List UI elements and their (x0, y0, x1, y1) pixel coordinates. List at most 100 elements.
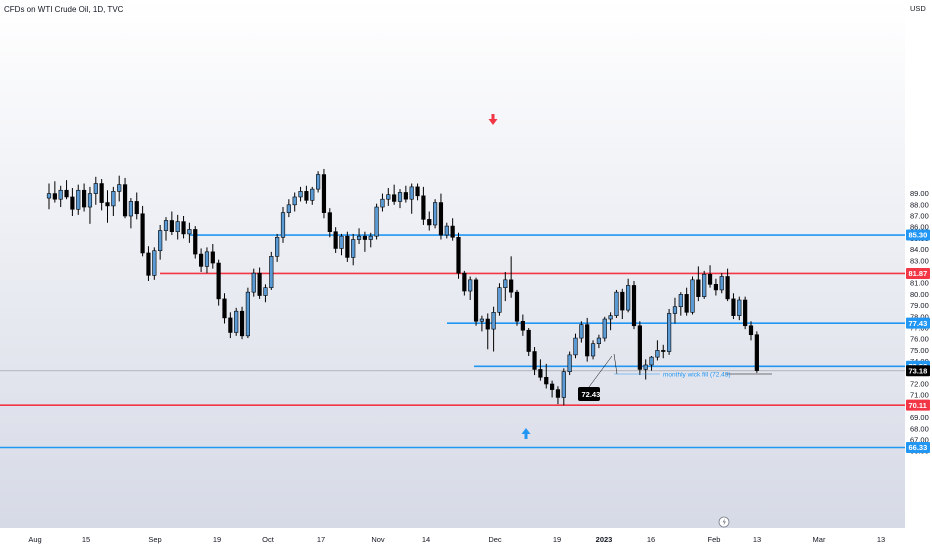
candle-body-up (643, 364, 648, 370)
candle-body-down (257, 272, 262, 296)
candle (87, 186, 93, 224)
candle-body-down (52, 193, 57, 200)
candle-body-up (111, 191, 116, 207)
candle (368, 232, 373, 248)
candle (479, 315, 485, 332)
candle (649, 356, 654, 371)
candle (140, 205, 145, 257)
price-axis[interactable]: 66.0067.0068.0069.0070.0071.0072.0073.00… (906, 189, 930, 456)
candle (690, 276, 695, 315)
candle-body-down (520, 320, 525, 331)
candle-body-up (374, 206, 379, 237)
candle (245, 287, 251, 339)
candle (339, 233, 344, 256)
candle (555, 386, 561, 405)
price-level-badge[interactable] (906, 229, 930, 241)
candle (122, 177, 128, 219)
price-level-badge-label: 70.11 (909, 401, 927, 410)
price-tick-label: 69.00 (910, 413, 929, 422)
candle-body-down (631, 285, 637, 327)
candle (620, 288, 625, 320)
time-axis-background (0, 528, 905, 550)
candle (450, 218, 455, 241)
candle-body-down (743, 299, 748, 327)
candle-body-down (544, 376, 549, 385)
candle-body-up (158, 230, 163, 252)
candle (315, 171, 321, 193)
candle (280, 207, 286, 243)
time-tick-label: 14 (422, 535, 430, 544)
candle-body-down (661, 350, 666, 352)
candle-body-up (117, 184, 122, 192)
price-tag-label: 72.43 (582, 390, 601, 399)
candle (520, 314, 525, 336)
candle (725, 268, 730, 302)
candle-body-up (666, 313, 672, 352)
candle-body-up (626, 285, 631, 311)
candle-body-down (532, 351, 537, 370)
candle (356, 228, 362, 244)
candle-body-down (169, 220, 174, 232)
candle (415, 183, 420, 201)
candle-body-down (403, 192, 408, 200)
candle-body-down (555, 389, 561, 398)
price-level-badge[interactable] (906, 442, 930, 454)
candle-body-down (64, 189, 69, 198)
candle-body-down (122, 184, 128, 217)
candle (538, 359, 543, 381)
candle (702, 270, 707, 299)
chart-background (0, 0, 905, 528)
candle (146, 246, 151, 281)
time-tick-label: 16 (647, 535, 655, 544)
time-tick-label: Mar (813, 535, 826, 544)
time-tick-label: Feb (708, 535, 721, 544)
candle (626, 278, 631, 313)
candle-body-down (134, 201, 139, 215)
candle-body-up (655, 350, 660, 358)
candle-body-up (503, 279, 508, 288)
up-arrow-icon (521, 428, 531, 439)
candle (304, 185, 309, 204)
candle (70, 188, 75, 216)
candle-body-up (479, 318, 485, 322)
candle-body-down (228, 317, 233, 333)
candle (263, 284, 268, 303)
price-tick-label: 71.00 (910, 391, 929, 400)
price-tick-label: 89.00 (910, 189, 929, 198)
candle (111, 186, 116, 216)
candle (392, 184, 397, 205)
candle-body-down (438, 202, 444, 236)
price-level-badge[interactable] (906, 317, 930, 329)
time-tick-label: 13 (877, 535, 885, 544)
candle-body-up (152, 250, 157, 276)
price-level-badge[interactable] (906, 399, 930, 411)
candle-body-down (321, 174, 327, 213)
wick-fill-label: monthly wick fill (72.43) (663, 372, 731, 379)
candle (427, 211, 432, 231)
candle-body-up (163, 220, 169, 231)
price-level-badge[interactable] (906, 267, 930, 279)
price-level-badge-label: 77.43 (909, 319, 928, 328)
candle-body-up (432, 202, 438, 226)
annotations: monthly wick fill (72.43) 72.43 (488, 114, 772, 528)
candle-body-down (105, 202, 110, 207)
candle (655, 340, 660, 361)
candle (737, 296, 742, 321)
candle-body-down (421, 195, 426, 220)
price-tick-label: 78.00 (910, 312, 929, 321)
candle (228, 312, 233, 339)
candle-body-down (707, 273, 713, 285)
candle (181, 216, 186, 239)
candle (251, 268, 256, 297)
last-price-badge[interactable] (906, 365, 930, 377)
candle-body-down (450, 225, 455, 238)
candle (602, 316, 607, 342)
candle (204, 247, 210, 274)
time-axis[interactable]: Aug 15 Sep 19 Oct 17 Nov 14 Dec 19 2023 16 Feb 13 Mar 1… (28, 535, 885, 544)
candle (380, 193, 385, 212)
candle (351, 233, 356, 266)
candle (456, 232, 461, 279)
candle (158, 224, 163, 260)
candle-body-up (409, 186, 414, 200)
